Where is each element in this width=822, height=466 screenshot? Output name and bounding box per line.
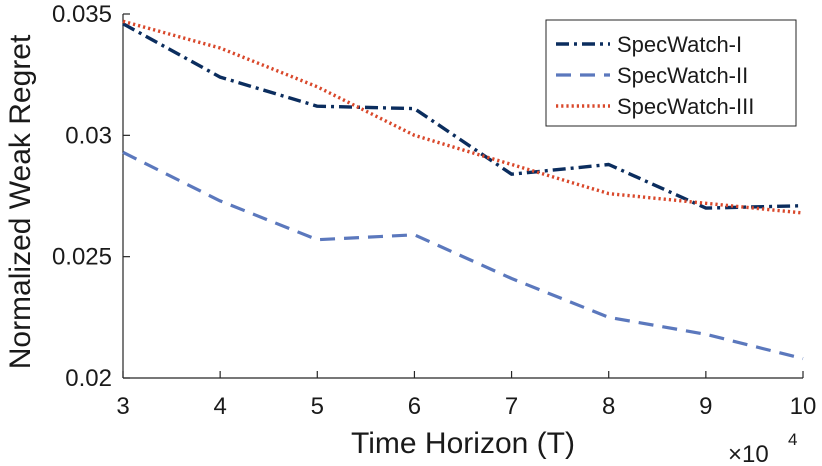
series-line bbox=[122, 150, 804, 361]
y-tick-label: 0.025 bbox=[52, 244, 112, 271]
x-tick-label: 8 bbox=[602, 393, 615, 420]
x-axis-label: Time Horizon (T) bbox=[351, 427, 575, 460]
series-line bbox=[122, 19, 804, 215]
series-line bbox=[122, 22, 804, 210]
x-tick-label: 3 bbox=[116, 393, 129, 420]
y-tick-label: 0.02 bbox=[65, 365, 112, 392]
y-tick-label: 0.035 bbox=[52, 1, 112, 28]
legend-label: SpecWatch-II bbox=[617, 63, 748, 88]
legend-label: SpecWatch-I bbox=[617, 32, 742, 57]
y-tick-label: 0.03 bbox=[65, 122, 112, 149]
x-tick-label: 5 bbox=[311, 393, 324, 420]
x-axis-multiplier-exponent: 4 bbox=[788, 430, 797, 449]
series-specwatch-iii bbox=[122, 19, 804, 215]
series-specwatch-i bbox=[122, 22, 804, 210]
legend-label: SpecWatch-III bbox=[617, 94, 754, 119]
series-specwatch-ii bbox=[122, 150, 804, 361]
x-tick-label: 7 bbox=[505, 393, 518, 420]
x-tick-label: 9 bbox=[699, 393, 712, 420]
x-axis-multiplier: ×10 bbox=[728, 441, 769, 466]
y-axis-label: Normalized Weak Regret bbox=[4, 34, 37, 369]
x-tick-label: 4 bbox=[213, 393, 226, 420]
x-tick-label: 6 bbox=[408, 393, 421, 420]
x-tick-label: 10 bbox=[790, 393, 817, 420]
legend-box bbox=[545, 19, 797, 127]
